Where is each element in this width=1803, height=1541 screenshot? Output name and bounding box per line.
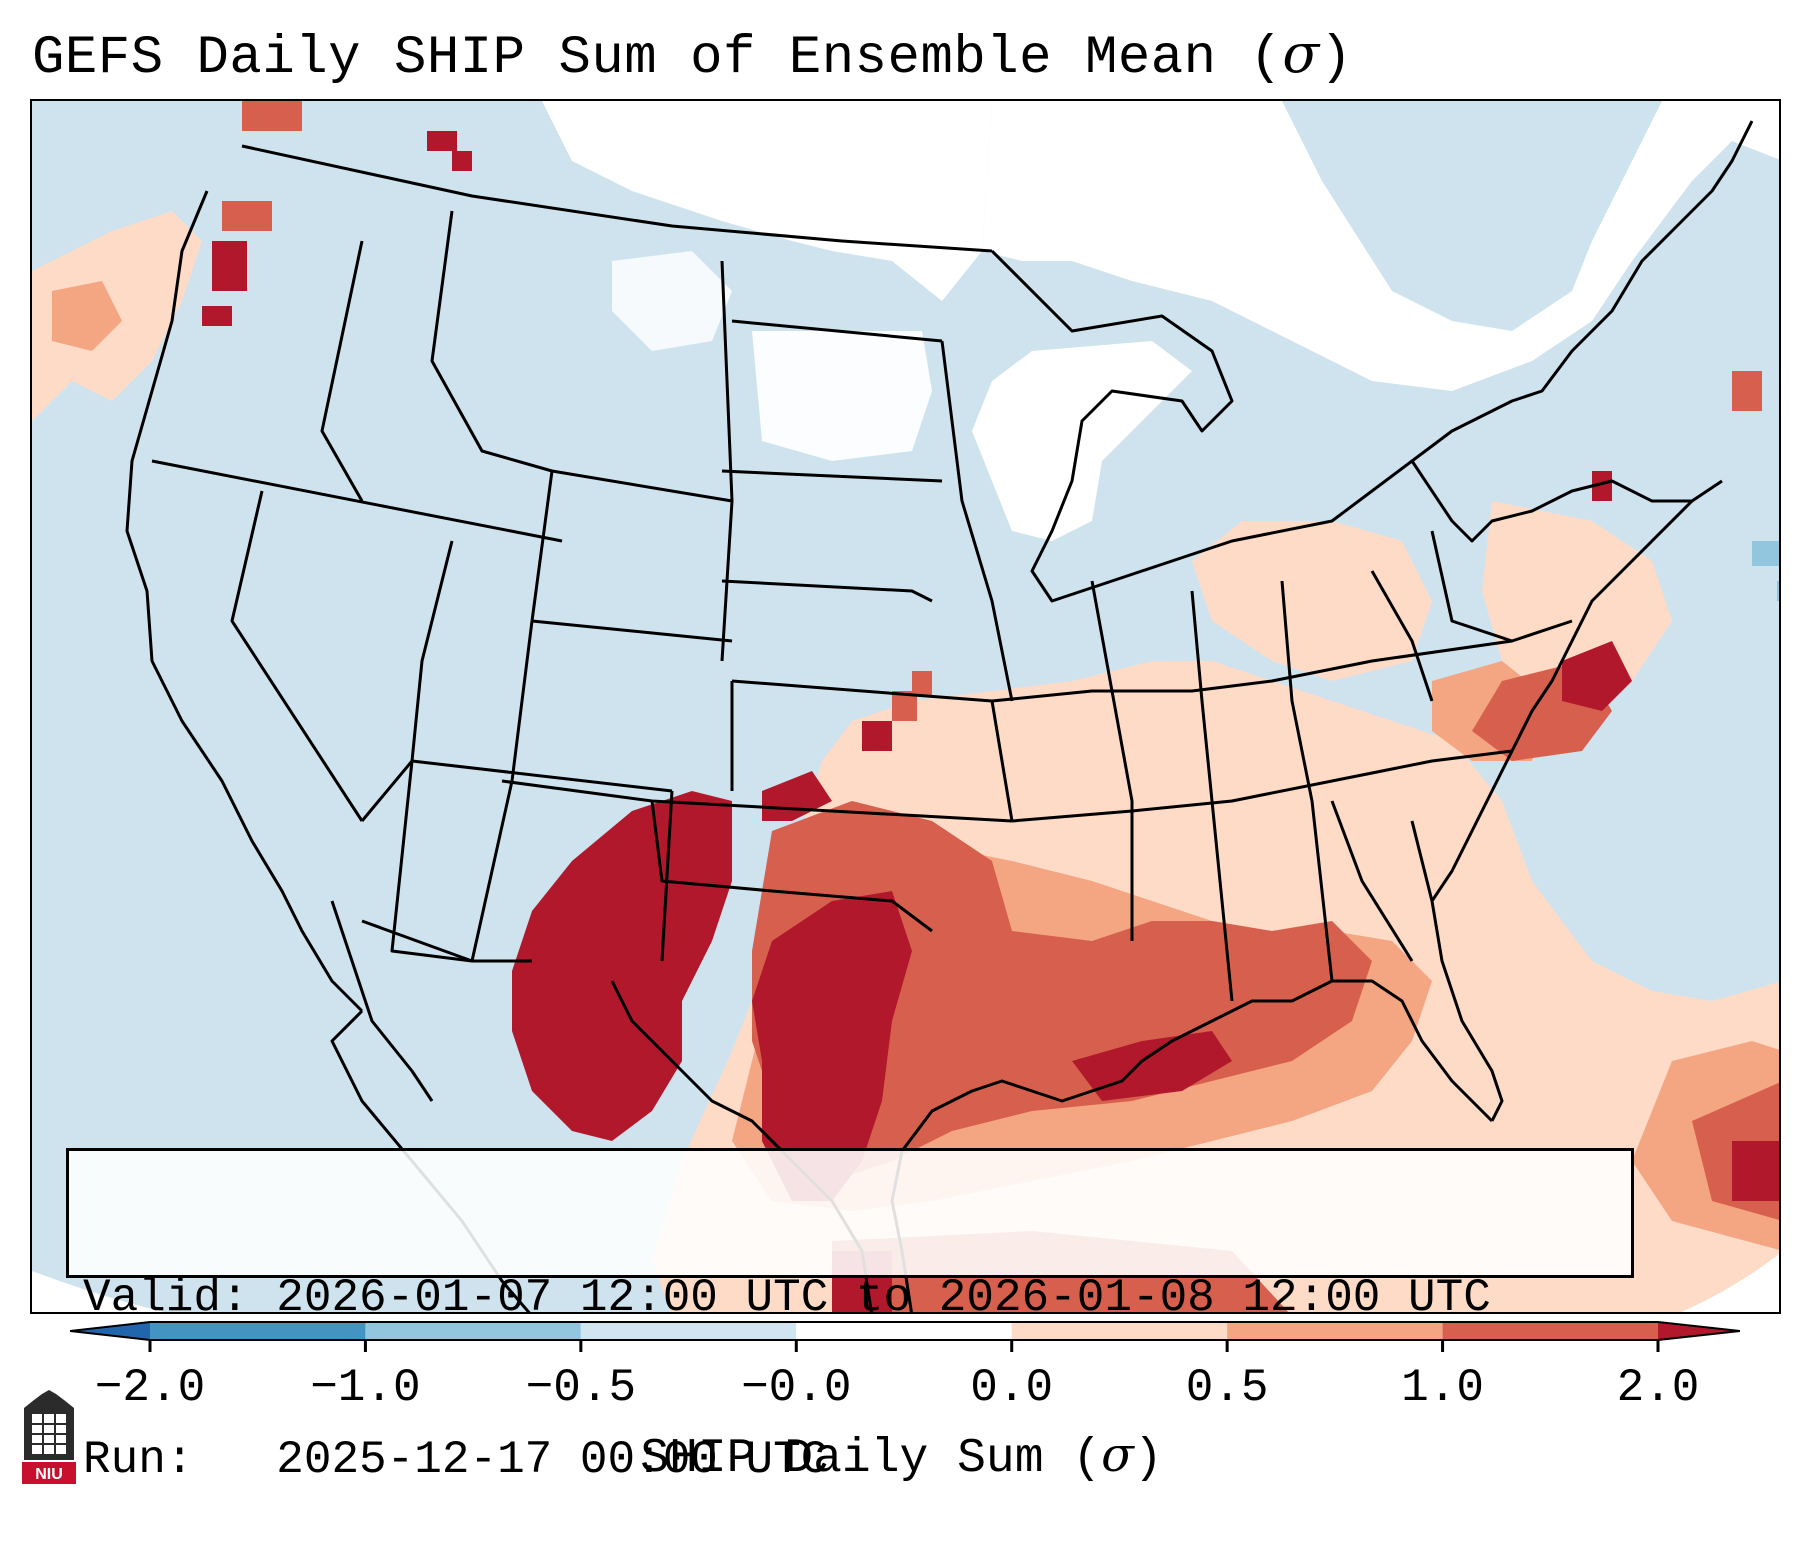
colorbar-tick-label: 1.0 — [1401, 1362, 1484, 1414]
colorbar-segment — [1011, 1322, 1228, 1340]
colorbar-tick-label: 0.0 — [970, 1362, 1054, 1414]
state-boundaries — [125, 120, 1754, 1312]
title-close: ) — [1319, 28, 1353, 89]
colorbar-label: SHIP Daily Sum (σ) — [0, 1426, 1803, 1488]
colorbar-segment — [796, 1322, 1012, 1340]
colorbar-tick-label: −0.5 — [525, 1362, 637, 1414]
colorbar — [70, 1321, 1740, 1352]
map-canvas — [32, 101, 1779, 1312]
colorbar-ticks — [148, 1340, 1660, 1352]
projection-edge-left — [32, 1271, 165, 1312]
colorbar-label-text: SHIP Daily Sum ( — [640, 1432, 1102, 1486]
valid-time-box: Valid: 2026-01-07 12:00 UTC to 2026-01-0… — [66, 1148, 1634, 1486]
colorbar-segment — [365, 1322, 581, 1340]
run-time-text: Run: 2025-12-17 00:00 UTC — [83, 1434, 829, 1486]
colorbar-tick-label: 2.0 — [1616, 1362, 1700, 1414]
colorbar-tick-label: −0.0 — [741, 1362, 852, 1414]
map-panel — [30, 99, 1781, 1314]
title-sigma: σ — [1282, 22, 1320, 85]
valid-time-text: Valid: 2026-01-07 12:00 UTC to 2026-01-0… — [83, 1272, 1491, 1324]
niu-logo-icon: NIU — [22, 1390, 76, 1484]
colorbar-segment — [1442, 1322, 1658, 1340]
anomaly-atlantic-cool — [1752, 541, 1779, 566]
niu-logo-text: NIU — [35, 1466, 63, 1483]
colorbar-tick-label: 0.5 — [1185, 1362, 1269, 1414]
colorbar-segments — [70, 1321, 1740, 1341]
colorbar-segment — [1658, 1322, 1740, 1340]
anomaly-pacific-northwest — [32, 101, 472, 421]
colorbar-tick-label: −1.0 — [310, 1362, 421, 1414]
colorbar-label-close: ) — [1133, 1432, 1163, 1486]
neutral-region-canada — [542, 101, 1779, 541]
colorbar-segment — [150, 1322, 366, 1340]
projection-edge-right — [1681, 1254, 1779, 1312]
title-text: GEFS Daily SHIP Sum of Ensemble Mean ( — [32, 28, 1283, 89]
colorbar-segment — [1227, 1322, 1443, 1340]
colorbar-segment — [580, 1322, 797, 1340]
colorbar-label-sigma: σ — [1101, 1427, 1134, 1483]
colorbar-segment — [70, 1322, 150, 1340]
chart-title: GEFS Daily SHIP Sum of Ensemble Mean (σ) — [32, 22, 1353, 91]
colorbar-tick-label: −2.0 — [94, 1362, 206, 1414]
